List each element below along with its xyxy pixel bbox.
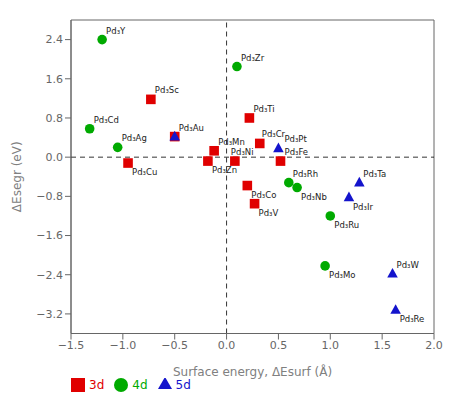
html-text:3d: 3d (89, 377, 105, 392)
svg-text:ΔEsegr (eV): ΔEsegr (eV) (10, 141, 24, 212)
svg-text:0.8: 0.8 (46, 112, 64, 125)
svg-text:−1.5: −1.5 (58, 339, 85, 352)
svg-text:0.0: 0.0 (218, 339, 236, 352)
svg-text:Pd₃Nb: Pd₃Nb (301, 192, 327, 202)
svg-text:2.4: 2.4 (46, 33, 64, 46)
svg-text:Pd₃Pt: Pd₃Pt (284, 134, 307, 144)
svg-text:Pd₃V: Pd₃V (259, 208, 279, 218)
svg-text:Pd₃W: Pd₃W (397, 260, 420, 270)
svg-text:Pd₃Sc: Pd₃Sc (155, 85, 179, 95)
svg-text:Pd₃Au: Pd₃Au (179, 123, 204, 133)
svg-text:Pd₃Ta: Pd₃Ta (363, 169, 386, 179)
svg-text:Pd₃Ti: Pd₃Ti (253, 104, 274, 114)
svg-text:Surface energy, ΔEsurf (Å): Surface energy, ΔEsurf (Å) (173, 364, 332, 379)
svg-text:1.5: 1.5 (373, 339, 391, 352)
svg-text:Pd₃Cd: Pd₃Cd (94, 115, 119, 125)
svg-text:Pd₃Mn: Pd₃Mn (218, 137, 245, 147)
svg-text:Pd₃Re: Pd₃Re (400, 314, 425, 324)
svg-text:Pd₃Y: Pd₃Y (106, 26, 126, 36)
svg-text:0.5: 0.5 (270, 339, 288, 352)
svg-text:Pd₃Ir: Pd₃Ir (353, 202, 373, 212)
svg-text:1.6: 1.6 (46, 73, 64, 86)
svg-text:Pd₃Zn: Pd₃Zn (212, 165, 237, 175)
html-text:4d: 4d (132, 377, 148, 392)
svg-text:Pd₃Cu: Pd₃Cu (132, 167, 157, 177)
svg-text:−0.8: −0.8 (36, 190, 63, 203)
svg-text:Pd₃Ag: Pd₃Ag (122, 133, 147, 143)
html-text:5d: 5d (175, 377, 191, 392)
svg-text:Pd₃Mo: Pd₃Mo (329, 270, 355, 280)
svg-text:−1.0: −1.0 (109, 339, 136, 352)
svg-text:−2.4: −2.4 (36, 269, 63, 282)
svg-text:Pd₃Co: Pd₃Co (251, 190, 276, 200)
svg-text:−1.6: −1.6 (36, 229, 63, 242)
svg-text:Pd₃Ru: Pd₃Ru (334, 220, 359, 230)
svg-text:−0.5: −0.5 (161, 339, 188, 352)
svg-text:1.0: 1.0 (322, 339, 340, 352)
svg-text:Pd₃Rh: Pd₃Rh (293, 169, 318, 179)
svg-text:Pd₃Fe: Pd₃Fe (285, 147, 309, 157)
svg-text:Pd₃Cr: Pd₃Cr (262, 129, 286, 139)
svg-text:Pd₃Ni: Pd₃Ni (231, 147, 254, 157)
svg-text:Pd₃Zr: Pd₃Zr (241, 53, 265, 63)
svg-text:0.0: 0.0 (46, 151, 64, 164)
svg-text:2.0: 2.0 (425, 339, 443, 352)
svg-text:−3.2: −3.2 (36, 308, 63, 321)
